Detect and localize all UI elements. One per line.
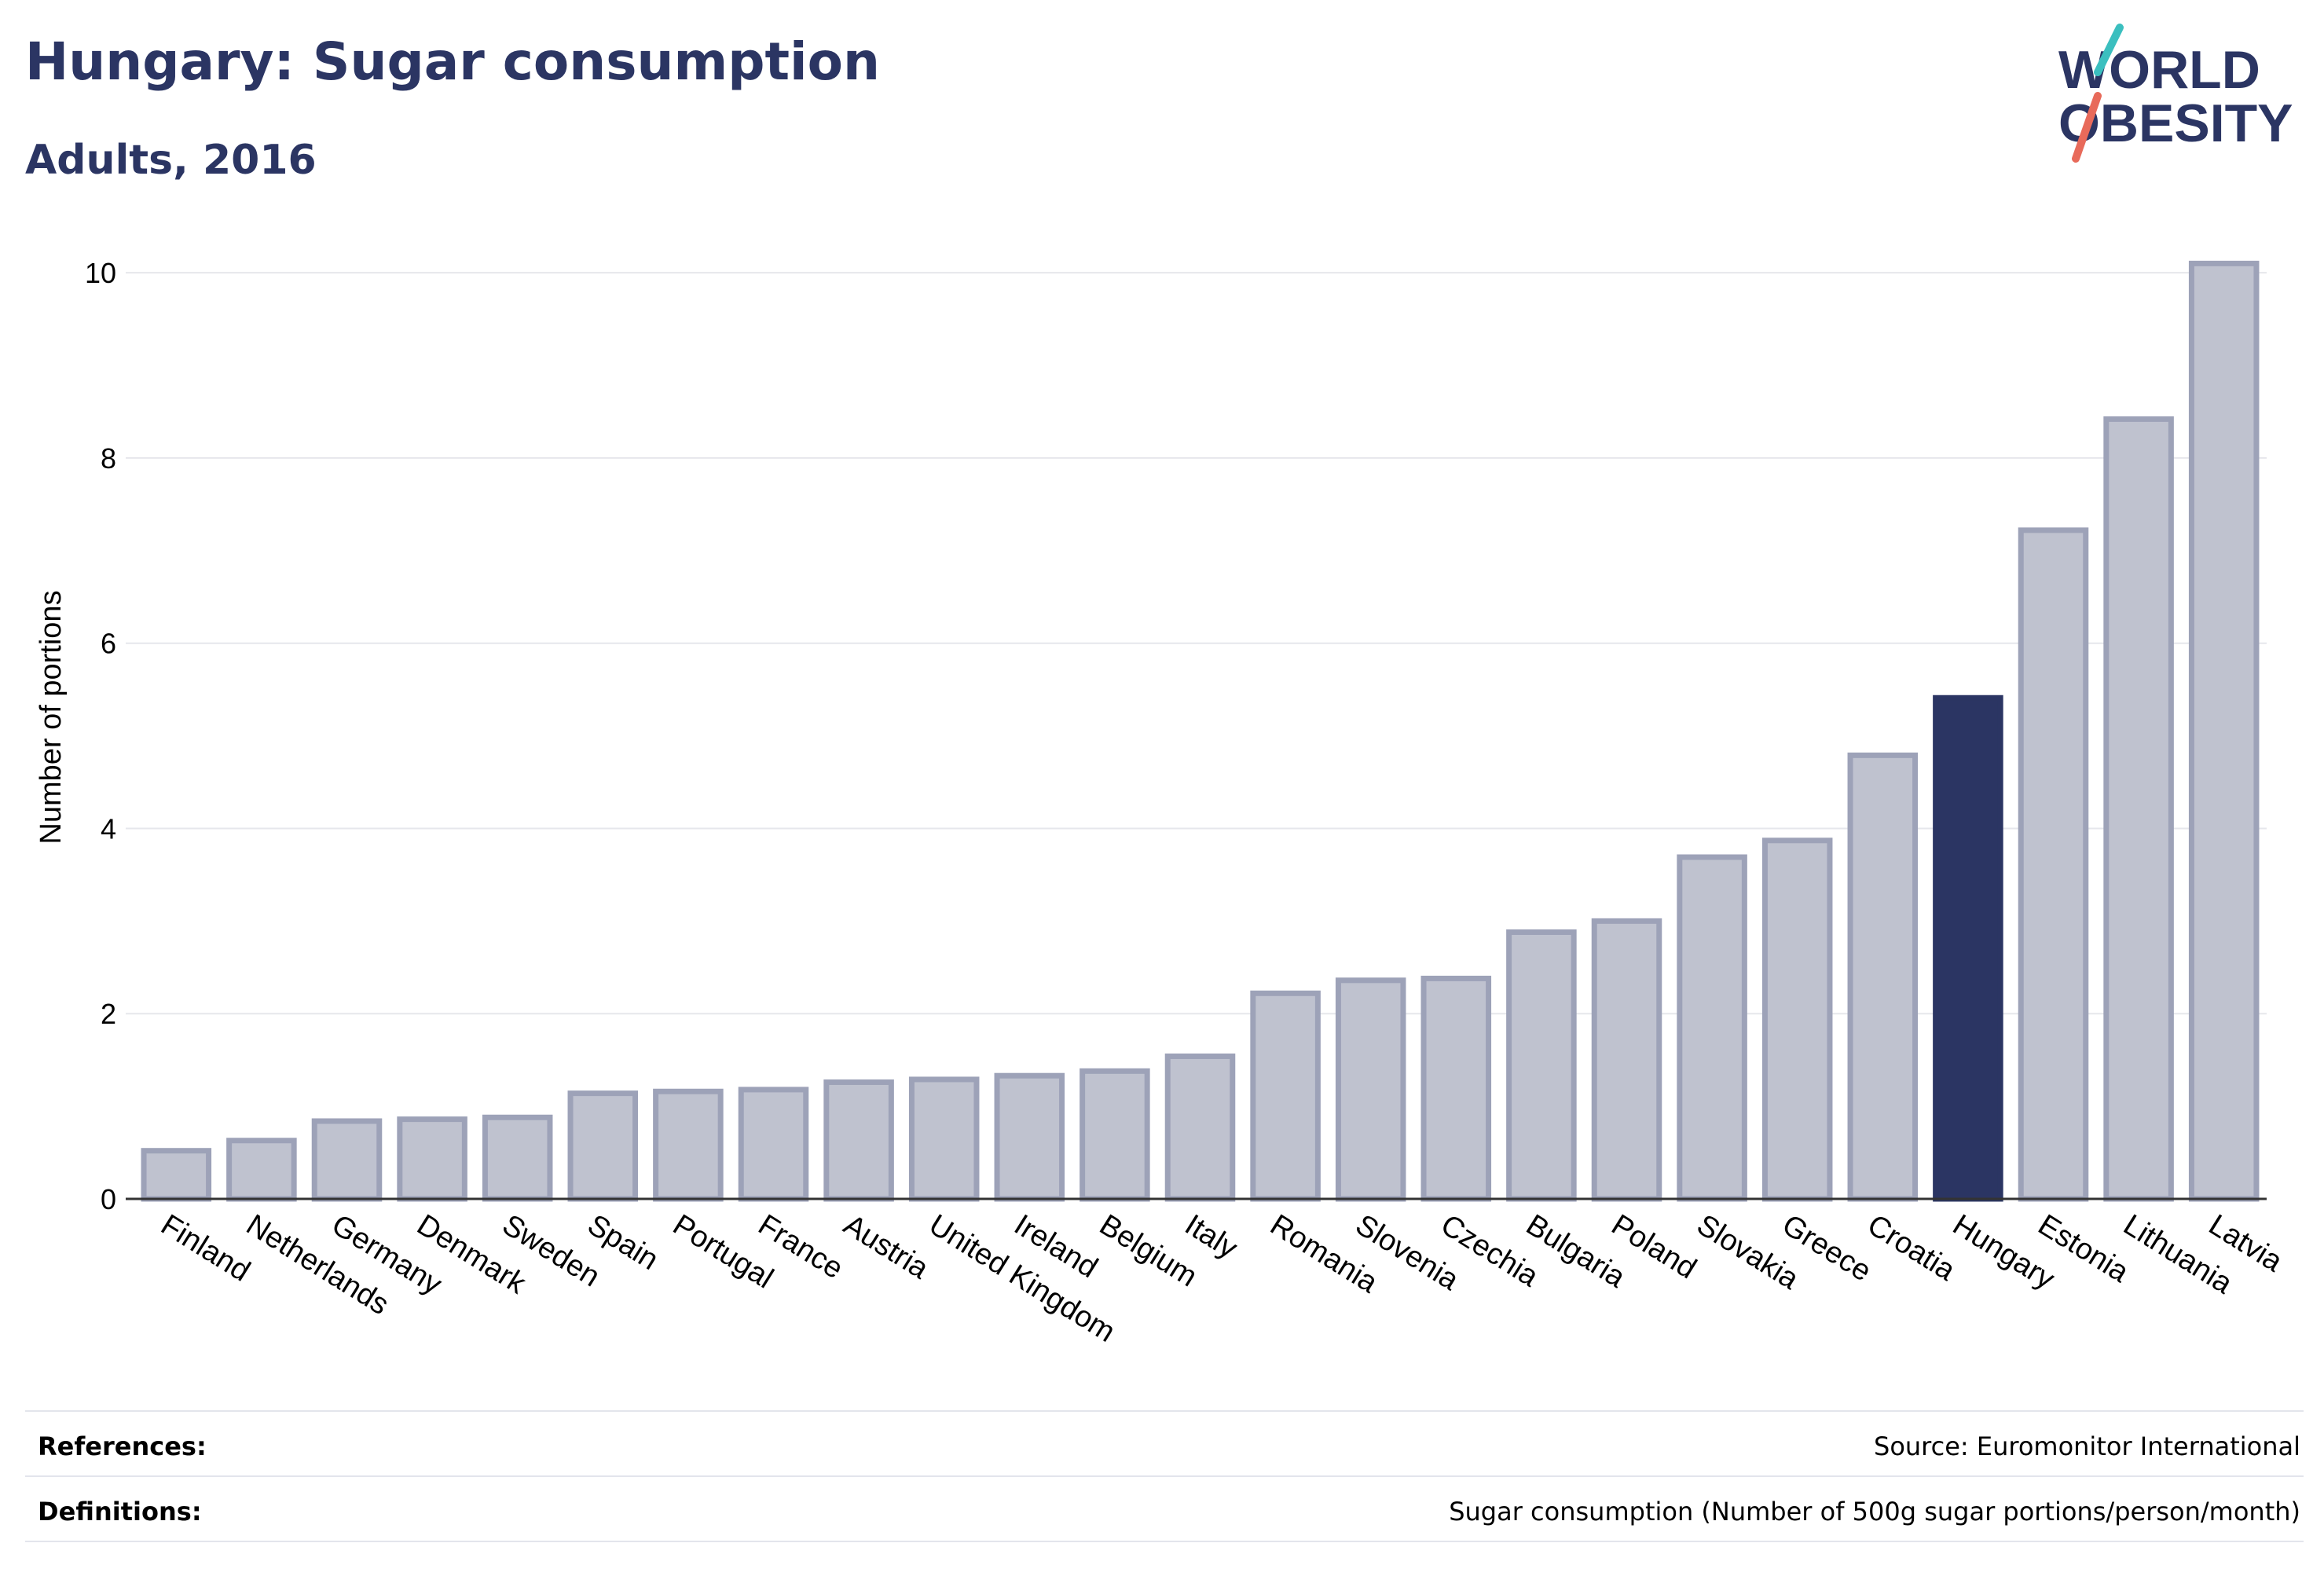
bar (1761, 837, 1833, 1202)
y-tick-label: 8 (101, 442, 116, 475)
bar (2018, 527, 2089, 1202)
bar (1250, 990, 1321, 1202)
bar (653, 1088, 724, 1202)
bar (2103, 416, 2174, 1202)
x-tick-label: Finland (156, 1208, 256, 1288)
logo-line1: WORLD (2058, 40, 2260, 100)
definitions-value: Sugar consumption (Number of 500g sugar … (1449, 1497, 2300, 1527)
bar (738, 1087, 809, 1202)
footer-divider-middle (25, 1475, 2304, 1477)
logo-slash-top (2094, 24, 2124, 76)
y-tick-label: 10 (85, 257, 116, 289)
world-obesity-logo: WORLD OBESITY (2058, 24, 2293, 163)
bar (2188, 260, 2260, 1202)
definitions-label: Definitions: (38, 1497, 202, 1527)
chart-subtitle: Adults, 2016 (25, 137, 317, 184)
bar (1164, 1053, 1236, 1202)
bar (1591, 918, 1662, 1202)
bar (311, 1118, 383, 1202)
y-axis-title: Number of portions (35, 590, 68, 844)
y-tick-label: 2 (101, 998, 116, 1030)
bar (226, 1138, 297, 1202)
references-label: References: (38, 1431, 207, 1461)
references-value: Source: Euromonitor International (1874, 1431, 2300, 1461)
y-tick-label: 4 (101, 812, 116, 845)
logo-slash-bottom (2072, 92, 2102, 163)
footer-divider-top (25, 1410, 2304, 1412)
bar (482, 1114, 553, 1202)
chart-title: Hungary: Sugar consumption (25, 31, 881, 92)
bar (823, 1079, 894, 1202)
x-tick-label: Belgium (1094, 1208, 1203, 1293)
x-tick-label: Croatia (1862, 1208, 1962, 1288)
bar (1420, 975, 1492, 1202)
bar (567, 1090, 639, 1202)
y-tick-label: 6 (101, 628, 116, 660)
bar (1847, 752, 1919, 1202)
bar (141, 1148, 212, 1202)
footer-divider-bottom (25, 1541, 2304, 1542)
bar (1677, 854, 1747, 1202)
bar (397, 1116, 467, 1202)
bar (908, 1076, 980, 1202)
bar (1080, 1068, 1150, 1202)
bar-highlight (1933, 695, 2003, 1202)
x-tick-label: Austria (838, 1208, 934, 1286)
bar (1335, 977, 1406, 1202)
bar (1506, 929, 1577, 1202)
y-tick-label: 0 (101, 1183, 116, 1215)
bar (994, 1072, 1065, 1202)
